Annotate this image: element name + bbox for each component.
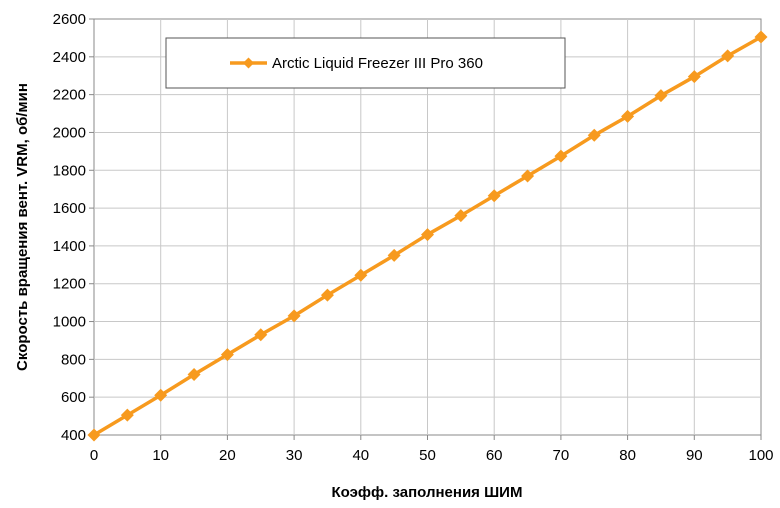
legend-marker [243,57,254,69]
data-point-marker [587,128,601,142]
data-point-marker [354,268,368,282]
x-axis-title: Коэфф. заполнения ШИМ [332,484,523,501]
y-tick-label: 1000 [53,314,86,331]
data-point-marker [487,189,501,203]
y-tick-label: 800 [61,351,86,368]
data-point-marker [287,309,301,323]
data-point-marker [421,228,434,242]
data-point-marker [320,288,334,302]
data-point-marker [387,248,401,262]
x-tick-label: 70 [553,447,570,464]
x-tick-label: 100 [748,447,773,464]
data-point-marker [187,367,201,381]
data-point-marker [687,70,701,84]
y-axis-title: Скорость вращения вент. VRM, об/мин [14,83,31,371]
data-point-marker [654,89,668,103]
x-tick-label: 40 [352,447,369,464]
y-axis-ticks: 400 600 800 1000 1200 1400 1600 1800 2000 2200 240… [53,11,94,444]
x-tick-label: 90 [686,447,703,464]
y-tick-label: 1800 [53,162,86,179]
data-point-marker [120,408,134,422]
y-tick-label: 1400 [53,238,86,255]
data-point-marker [454,209,468,223]
y-tick-label: 1200 [53,276,86,293]
x-tick-label: 0 [90,447,98,464]
y-tick-label: 2000 [53,124,86,141]
y-tick-label: 2400 [53,49,86,66]
x-tick-label: 20 [219,447,236,464]
data-point-marker [521,169,535,183]
x-tick-label: 10 [152,447,169,464]
y-tick-label: 1600 [53,200,86,217]
x-tick-label: 50 [419,447,436,464]
data-point-marker [254,328,268,342]
y-tick-label: 2600 [53,11,86,28]
series-group [87,30,768,442]
data-point-marker [621,109,635,123]
data-point-marker [554,149,568,163]
data-point-marker [87,428,101,442]
y-tick-label: 2200 [53,87,86,104]
legend: Arctic Liquid Freezer III Pro 360 [165,37,566,89]
x-tick-label: 60 [486,447,503,464]
y-tick-label: 400 [61,427,86,444]
data-point-marker [754,30,768,44]
data-point-marker [220,348,234,362]
legend-label: Arctic Liquid Freezer III Pro 360 [272,55,483,72]
x-tick-label: 30 [286,447,303,464]
x-axis-ticks: 0 10 20 30 40 50 60 70 80 90 100 [90,435,774,464]
x-tick-label: 80 [619,447,636,464]
y-tick-label: 600 [61,389,86,406]
data-point-marker [721,49,735,63]
data-point-marker [154,388,168,402]
